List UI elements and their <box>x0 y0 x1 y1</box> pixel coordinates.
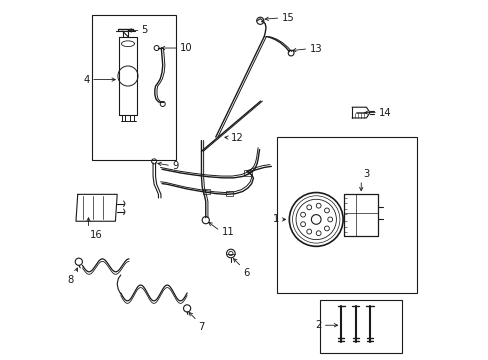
Text: 2: 2 <box>314 320 321 330</box>
Text: 11: 11 <box>221 227 234 237</box>
Bar <box>244 170 251 176</box>
Text: 13: 13 <box>309 44 322 54</box>
Text: 14: 14 <box>378 108 391 118</box>
Text: 12: 12 <box>230 133 243 143</box>
Text: 4: 4 <box>83 75 89 85</box>
Text: 5: 5 <box>142 26 148 35</box>
Bar <box>203 189 210 194</box>
Text: 3: 3 <box>362 168 368 179</box>
Text: 16: 16 <box>90 230 102 240</box>
Text: 7: 7 <box>198 321 204 332</box>
Text: 10: 10 <box>180 43 193 53</box>
Text: 6: 6 <box>243 268 249 278</box>
Text: 9: 9 <box>172 161 178 171</box>
Text: 15: 15 <box>281 13 294 23</box>
Bar <box>319 300 402 353</box>
Bar <box>276 137 416 293</box>
Text: 1: 1 <box>272 215 278 224</box>
Bar <box>92 15 176 160</box>
Bar <box>225 191 233 197</box>
Text: 8: 8 <box>67 275 74 285</box>
